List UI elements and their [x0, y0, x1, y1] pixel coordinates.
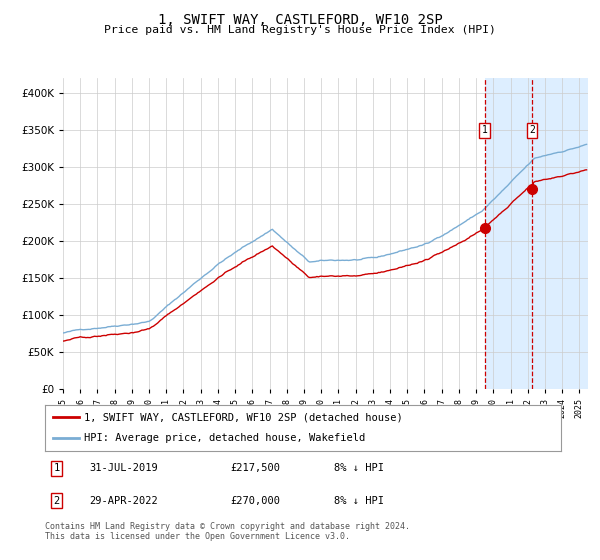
Text: 2: 2 — [529, 125, 535, 135]
Text: Price paid vs. HM Land Registry's House Price Index (HPI): Price paid vs. HM Land Registry's House … — [104, 25, 496, 35]
Text: £217,500: £217,500 — [231, 464, 281, 473]
Text: 31-JUL-2019: 31-JUL-2019 — [89, 464, 158, 473]
Text: 2: 2 — [53, 496, 59, 506]
Text: £270,000: £270,000 — [231, 496, 281, 506]
Text: 1: 1 — [53, 464, 59, 473]
Text: 1: 1 — [482, 125, 488, 135]
Text: Contains HM Land Registry data © Crown copyright and database right 2024.
This d: Contains HM Land Registry data © Crown c… — [45, 522, 410, 542]
Text: 29-APR-2022: 29-APR-2022 — [89, 496, 158, 506]
Text: HPI: Average price, detached house, Wakefield: HPI: Average price, detached house, Wake… — [83, 433, 365, 444]
Text: 8% ↓ HPI: 8% ↓ HPI — [334, 464, 384, 473]
Text: 8% ↓ HPI: 8% ↓ HPI — [334, 496, 384, 506]
Bar — [485, 78, 588, 389]
Text: 1, SWIFT WAY, CASTLEFORD, WF10 2SP (detached house): 1, SWIFT WAY, CASTLEFORD, WF10 2SP (deta… — [83, 412, 403, 422]
Text: 1, SWIFT WAY, CASTLEFORD, WF10 2SP: 1, SWIFT WAY, CASTLEFORD, WF10 2SP — [158, 13, 442, 27]
